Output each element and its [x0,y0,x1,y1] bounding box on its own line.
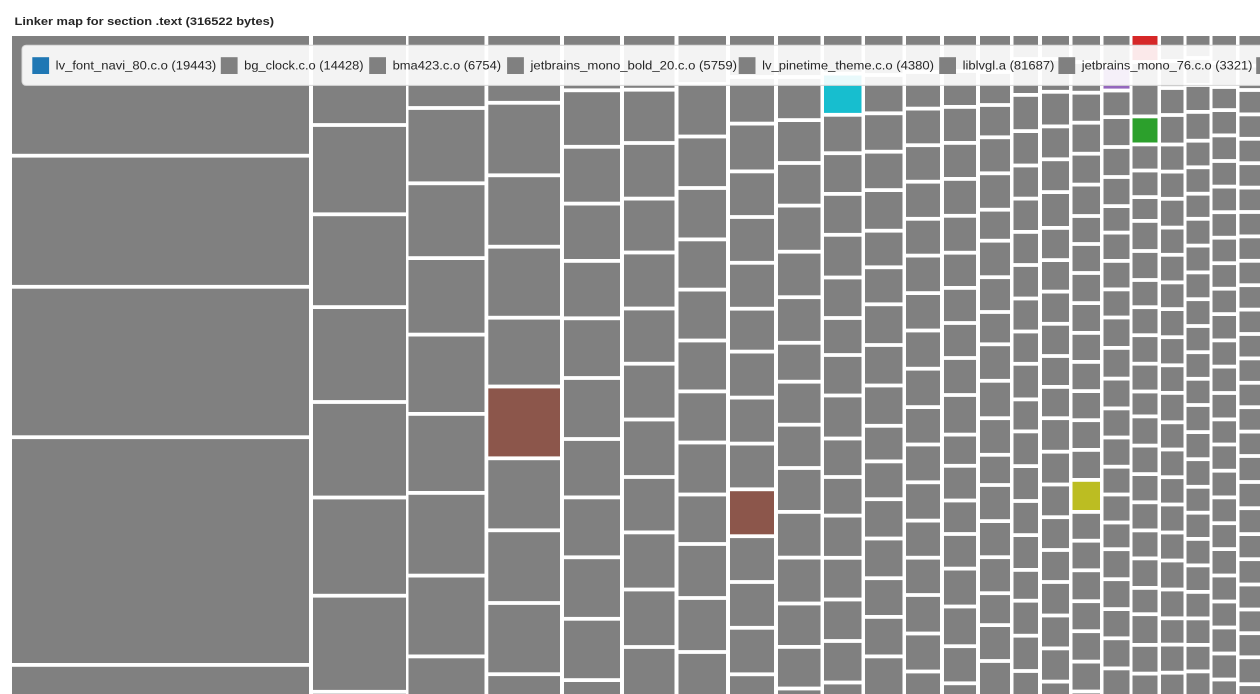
svg-text:bma423.c.o (6754): bma423.c.o (6754) [393,59,502,73]
svg-text:Linker map for section .text (: Linker map for section .text (316522 byt… [15,16,275,28]
svg-text:liblvgl.a (81687): liblvgl.a (81687) [963,59,1055,73]
svg-text:jetbrains_mono_76.c.o (3321): jetbrains_mono_76.c.o (3321) [1081,59,1253,73]
svg-text:jetbrains_mono_bold_20.c.o (57: jetbrains_mono_bold_20.c.o (5759) [529,59,737,73]
svg-text:bg_clock.c.o (14428): bg_clock.c.o (14428) [244,59,363,73]
svg-text:lv_font_navi_80.c.o (19443): lv_font_navi_80.c.o (19443) [56,59,217,73]
svg-text:lv_pinetime_theme.c.o (4380): lv_pinetime_theme.c.o (4380) [762,59,934,73]
